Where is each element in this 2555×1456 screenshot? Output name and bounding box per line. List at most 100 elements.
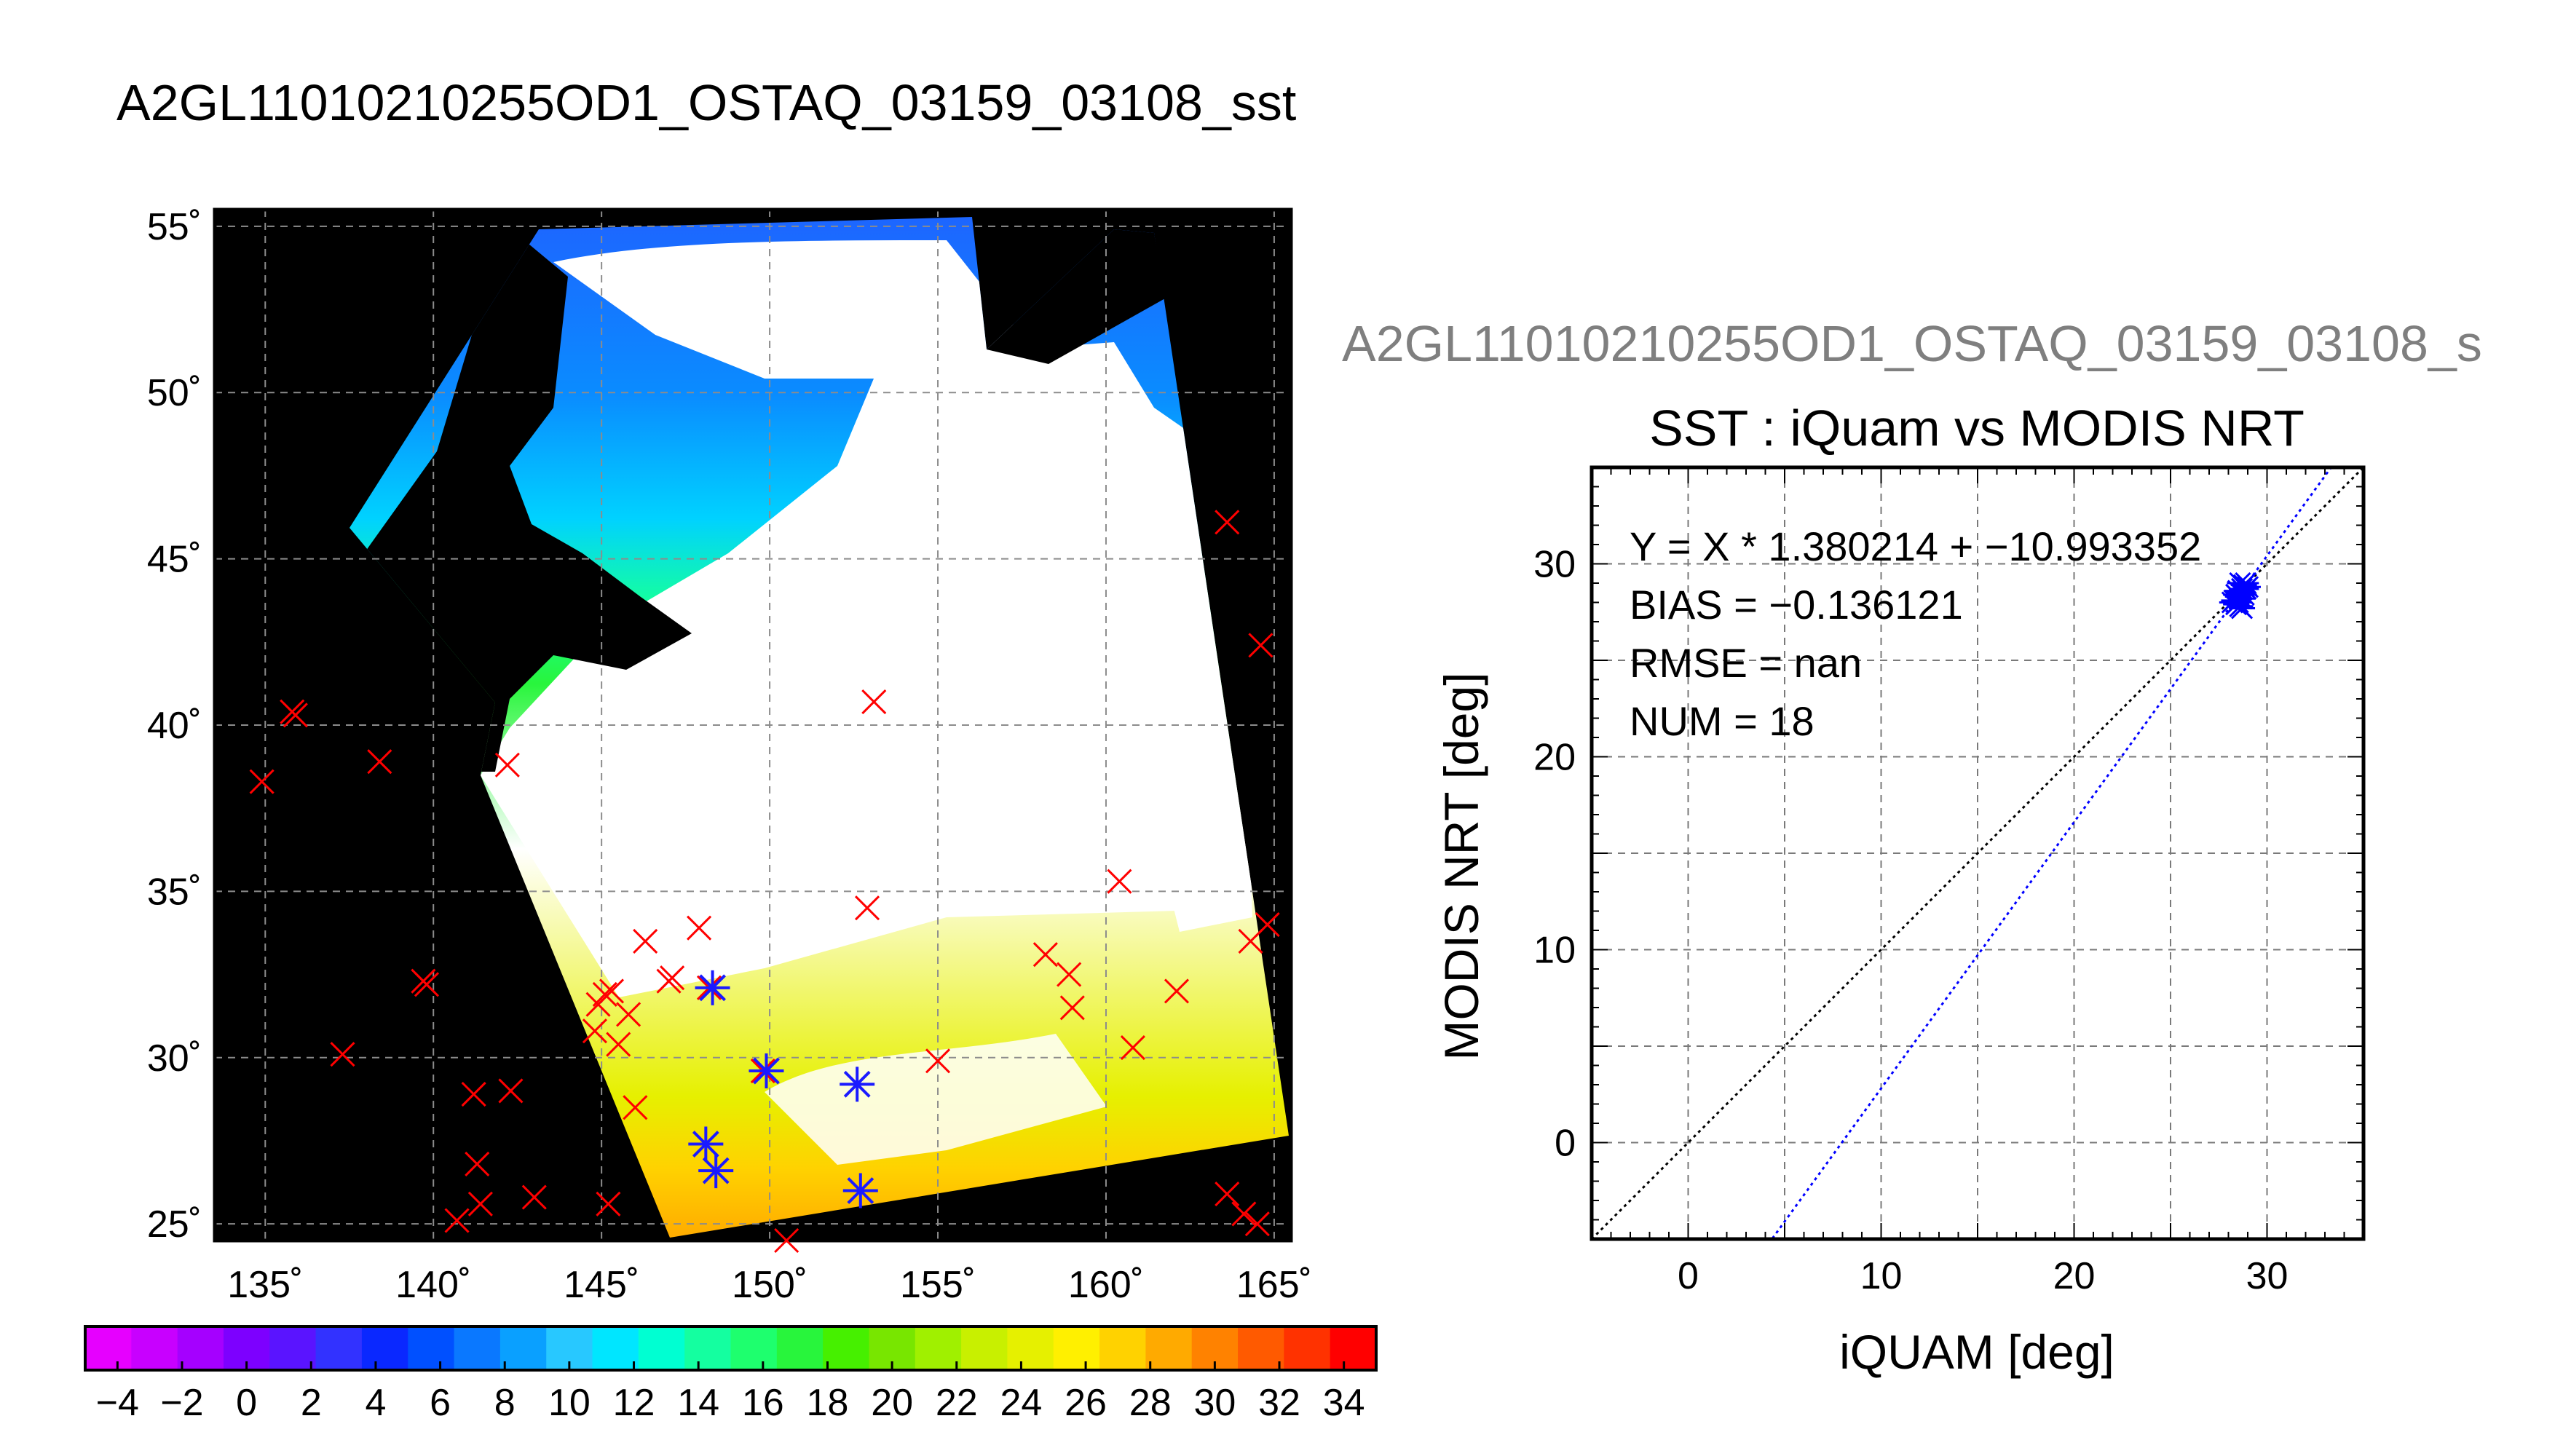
colorbar-tick-label: 12 — [613, 1382, 655, 1424]
scatter-y-tick-label: 20 — [1533, 737, 1576, 779]
scatter-x-tick-label: 20 — [2053, 1255, 2096, 1297]
scatter-x-axis-label: iQUAM [deg] — [1839, 1325, 2114, 1379]
map-matchup-marker — [698, 1153, 734, 1189]
scatter-x-tick-label: 0 — [1678, 1255, 1699, 1297]
colorbar-swatch — [730, 1326, 778, 1370]
map-y-tick-label: 55˚ — [147, 206, 202, 248]
map-y-tick-label: 45˚ — [147, 539, 202, 581]
colorbar-swatch — [408, 1326, 455, 1370]
map-x-tick-label: 165˚ — [1236, 1264, 1312, 1306]
scatter-point — [2235, 576, 2261, 598]
colorbar-swatch — [638, 1326, 685, 1370]
map-insitu-marker — [596, 1191, 621, 1216]
colorbar-swatch — [776, 1326, 824, 1370]
scatter-point — [2224, 591, 2251, 614]
scatter-x-tick-label: 30 — [2246, 1255, 2289, 1297]
map-insitu-marker — [444, 1208, 470, 1233]
map-x-tick-label: 160˚ — [1068, 1264, 1144, 1306]
colorbar-tick-label: 6 — [430, 1382, 451, 1424]
colorbar-tick-label: −2 — [160, 1382, 203, 1424]
map-y-tick-label: 35˚ — [147, 871, 202, 913]
colorbar-tick-label: 10 — [548, 1382, 591, 1424]
map-insitu-marker — [330, 1042, 355, 1067]
map-insitu-marker — [467, 1191, 493, 1216]
colorbar-swatch — [1238, 1326, 1284, 1370]
colorbar-tick-label: 32 — [1258, 1382, 1300, 1424]
land-mass — [364, 240, 692, 772]
map-insitu-marker — [1032, 942, 1058, 968]
colorbar-tick-label: 22 — [936, 1382, 978, 1424]
colorbar-swatch — [1099, 1326, 1146, 1370]
colorbar-swatch — [1007, 1326, 1054, 1370]
map-insitu-marker — [1057, 962, 1082, 987]
map-insitu-marker — [623, 1095, 648, 1120]
map-insitu-marker — [599, 978, 625, 1004]
colorbar-tick-label: 30 — [1193, 1382, 1236, 1424]
map-insitu-marker — [606, 1032, 631, 1057]
scatter-y-axis-label: MODIS NRT [deg] — [1434, 672, 1488, 1060]
map-y-tick-label: 50˚ — [147, 372, 202, 414]
map-insitu-marker — [660, 965, 685, 991]
map-insitu-marker — [774, 1227, 799, 1254]
colorbar-swatch — [961, 1326, 1008, 1370]
map-insitu-marker — [494, 752, 520, 778]
colorbar-tick-label: 18 — [807, 1382, 849, 1424]
stat-fit-equation: Y = X * 1.380214 + −10.993352 — [1630, 523, 2201, 569]
colorbar-swatch — [454, 1326, 501, 1370]
colorbar-tick-label: 14 — [677, 1382, 719, 1424]
map-insitu-marker — [633, 928, 658, 954]
map-matchup-marker — [695, 970, 730, 1005]
map-x-tick-label: 135˚ — [227, 1264, 303, 1306]
map-matchup-marker — [842, 1173, 878, 1208]
scatter-y-tick-label: 30 — [1533, 544, 1576, 586]
cloud-mask-south — [765, 1034, 1107, 1165]
map-matchup-marker — [749, 1053, 784, 1089]
colorbar-swatch — [592, 1326, 639, 1370]
map-insitu-marker — [925, 1048, 951, 1074]
map-insitu-marker — [498, 1078, 524, 1104]
colorbar-swatch — [131, 1326, 178, 1370]
scatter-y-tick-label: 0 — [1555, 1123, 1576, 1165]
scatter-point — [2227, 571, 2254, 595]
colorbar-frame — [84, 1325, 1378, 1372]
map-frame — [213, 207, 1293, 1243]
colorbar-swatch — [269, 1326, 317, 1370]
colorbar-tick-label: 24 — [1000, 1382, 1043, 1424]
map-insitu-marker — [582, 1018, 607, 1044]
map-insitu-marker — [1231, 1201, 1257, 1227]
map-x-tick-label: 155˚ — [900, 1264, 976, 1306]
stat-bias: BIAS = −0.136121 — [1630, 582, 1963, 628]
map-insitu-marker — [283, 703, 308, 728]
map-insitu-marker — [854, 895, 880, 921]
stat-num: NUM = 18 — [1630, 698, 1814, 744]
map-insitu-marker — [1215, 1181, 1240, 1207]
map-title: A2GL11010210255OD1_OSTAQ_03159_03108_sst — [117, 74, 1296, 131]
map-insitu-marker — [1248, 633, 1273, 658]
colorbar-swatch — [85, 1326, 132, 1370]
map-y-tick-label: 40˚ — [147, 705, 202, 747]
colorbar: −4 −2 0 2 4 6 8 10 12 14 16 18 20 22 24 26 28 30 32 34 — [84, 1325, 1378, 1424]
map-insitu-marker — [249, 769, 275, 794]
colorbar-swatch — [1145, 1326, 1193, 1370]
identity-line — [1592, 467, 2364, 1239]
scatter-panel: 0 10 20 30 0 10 20 30 — [1533, 465, 2366, 1297]
map-matchup-marker — [840, 1067, 875, 1102]
map-x-tick-label: 140˚ — [395, 1264, 471, 1306]
map-matchup-marker — [688, 1126, 724, 1162]
scatter-points — [2219, 571, 2261, 620]
sst-map-panel: 135˚ 140˚ 145˚ 150˚ 155˚ 160˚ 165˚ 25˚ 30˚ 35˚ 40˚… — [147, 206, 1312, 1306]
map-insitu-marker — [1107, 869, 1132, 894]
scatter-x-tick-label: 10 — [1860, 1255, 1903, 1297]
colorbar-tick-label: 20 — [871, 1382, 913, 1424]
map-insitu-marker — [367, 749, 392, 775]
map-insitu-marker — [1255, 912, 1280, 938]
colorbar-swatch — [1284, 1326, 1331, 1370]
map-insitu-marker — [1059, 995, 1085, 1021]
colorbar-tick-label: 16 — [742, 1382, 784, 1424]
map-insitu-marker — [1120, 1035, 1145, 1061]
map-y-tick-label: 30˚ — [147, 1037, 202, 1080]
colorbar-swatch — [361, 1326, 408, 1370]
scatter-frame — [1590, 465, 2366, 1241]
map-insitu-marker — [521, 1184, 547, 1210]
colorbar-swatch — [315, 1326, 363, 1370]
